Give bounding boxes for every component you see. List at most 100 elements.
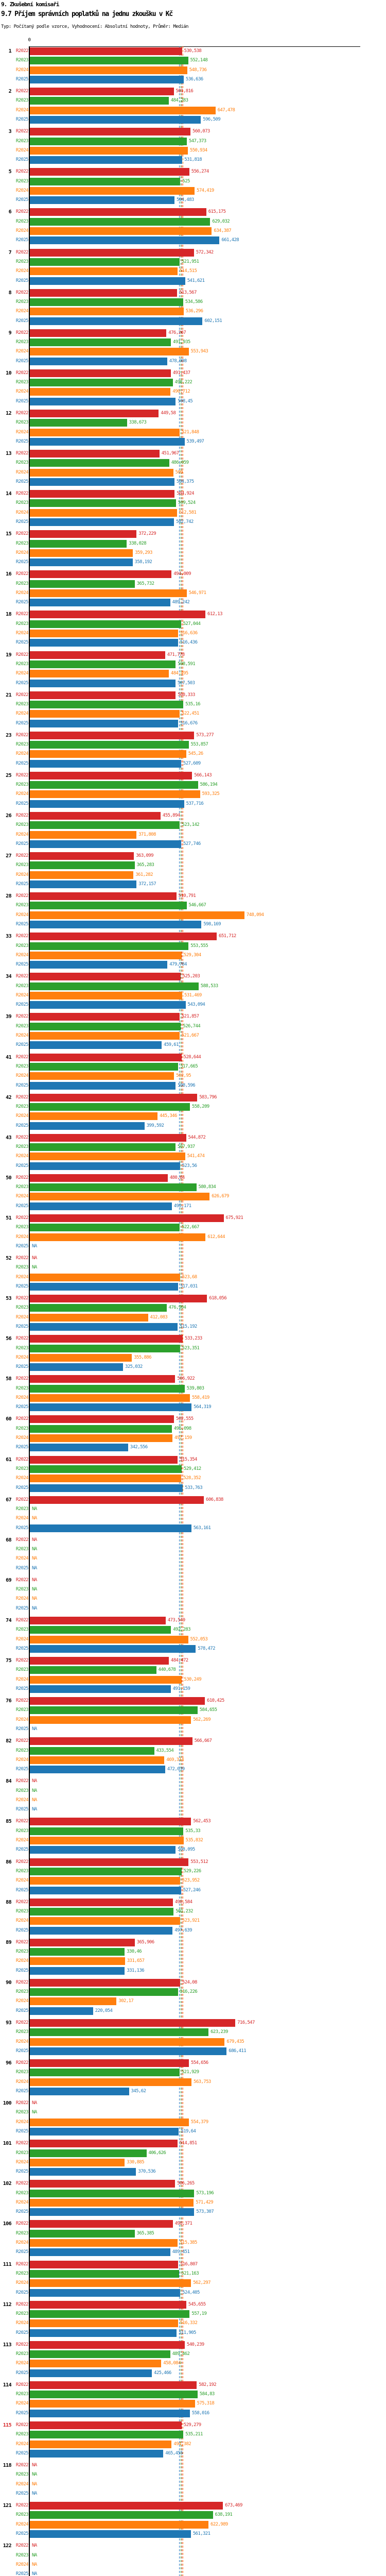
value-label-r2024-group-121: 622,989 <box>210 2521 228 2527</box>
bar-r2024-group-58 <box>30 1394 190 1402</box>
bar-r2023-group-56 <box>30 1344 180 1352</box>
group-label-21: 21 <box>6 692 11 698</box>
bar-r2022-group-86 <box>30 1858 189 1866</box>
value-label-r2024-group-96: 563,753 <box>194 2079 211 2084</box>
bar-r2022-group-90 <box>30 1978 180 1987</box>
series-label-r2024: R2024 <box>15 1073 29 1079</box>
value-label-r2023-group-76: 584,655 <box>199 1707 217 1713</box>
series-label-r2025: R2025 <box>15 760 29 766</box>
value-label-r2022-group-23: 573,277 <box>196 732 214 738</box>
value-label-r2022-group-28: 510,791 <box>178 893 196 899</box>
na-label-r2022-group-100: NA <box>32 2100 37 2106</box>
value-label-r2025-group-28: 598,169 <box>203 922 221 927</box>
group-label-118: 118 <box>3 2463 12 2468</box>
series-label-r2022: R2022 <box>15 330 29 335</box>
value-label-r2025-group-16: 489,242 <box>172 600 190 605</box>
group-label-102: 102 <box>3 2181 12 2187</box>
series-label-r2025: R2025 <box>15 640 29 646</box>
bar-r2025-group-85 <box>30 1846 176 1854</box>
value-label-r2025-group-90: 220,054 <box>95 2008 113 2013</box>
series-label-r2023: R2023 <box>15 380 29 385</box>
bar-r2022-group-27 <box>30 852 134 860</box>
bar-r2023-group-7 <box>30 258 180 266</box>
value-label-r2023-group-39: 526,744 <box>183 1023 201 1029</box>
series-label-r2025: R2025 <box>15 1243 29 1249</box>
bar-r2024-group-82 <box>30 1756 165 1764</box>
series-label-r2024: R2024 <box>15 711 29 717</box>
series-label-r2025: R2025 <box>15 1686 29 1691</box>
bar-r2022-group-85 <box>30 1818 191 1826</box>
bar-r2022-group-115 <box>30 2421 182 2429</box>
value-label-r2025-group-52: 517,031 <box>180 1284 198 1289</box>
value-label-r2025-group-111: 524,405 <box>182 2290 200 2295</box>
series-label-r2024: R2024 <box>15 389 29 395</box>
chart-title: 9.7 Příjem správních poplatků na jednu z… <box>1 10 173 18</box>
series-label-r2024: R2024 <box>15 2240 29 2245</box>
series-label-r2022: R2022 <box>15 772 29 778</box>
value-label-r2025-group-10: 508,45 <box>178 398 193 404</box>
series-label-r2023: R2023 <box>15 1868 29 1874</box>
value-label-r2025-group-102: 573,307 <box>196 2209 214 2215</box>
value-label-r2025-group-50: 495,171 <box>173 1203 191 1209</box>
value-label-r2024-group-112: 516,332 <box>180 2320 198 2326</box>
series-label-r2022: R2022 <box>15 169 29 175</box>
group-label-121: 121 <box>3 2503 12 2509</box>
bar-r2025-group-100 <box>30 2128 179 2136</box>
value-label-r2022-group-13: 451,967 <box>161 451 179 456</box>
na-label-r2022-group-84: NA <box>32 1778 37 1784</box>
series-label-r2024: R2024 <box>15 1154 29 1159</box>
series-label-r2022: R2022 <box>15 531 29 537</box>
value-label-r2022-group-90: 524,08 <box>182 1979 198 1985</box>
bar-r2025-group-26 <box>30 840 181 848</box>
series-label-r2025: R2025 <box>15 238 29 243</box>
bar-r2023-group-82 <box>30 1747 154 1755</box>
group-label-58: 58 <box>6 1376 11 1382</box>
value-label-r2025-group-25: 537,716 <box>186 801 204 806</box>
value-label-r2023-group-18: 527,044 <box>183 621 201 626</box>
bar-r2025-group-1 <box>30 76 184 83</box>
value-label-r2023-group-90: 516,226 <box>180 1989 198 1995</box>
na-label-r2022-group-118: NA <box>32 2463 37 2468</box>
value-label-r2024-group-56: 355,886 <box>134 1354 151 1360</box>
value-label-r2023-group-43: 507,937 <box>177 1144 195 1149</box>
series-label-r2024: R2024 <box>15 2119 29 2125</box>
series-label-r2022: R2022 <box>15 812 29 818</box>
bar-r2023-group-33 <box>30 942 189 950</box>
series-label-r2022: R2022 <box>15 290 29 295</box>
bar-r2023-group-16 <box>30 580 135 588</box>
value-label-r2022-group-7: 572,342 <box>196 249 214 255</box>
group-label-60: 60 <box>6 1416 11 1422</box>
series-label-r2025: R2025 <box>15 2129 29 2134</box>
value-label-r2024-group-2: 647,478 <box>217 107 235 113</box>
bar-r2025-group-56 <box>30 1363 123 1371</box>
series-label-r2025: R2025 <box>15 278 29 283</box>
value-label-r2024-group-93: 679,435 <box>226 2039 244 2044</box>
bar-r2024-group-85 <box>30 1837 184 1844</box>
value-label-r2022-group-58: 506,922 <box>177 1376 195 1382</box>
series-label-r2025: R2025 <box>15 1565 29 1571</box>
bar-r2023-group-102 <box>30 2189 195 2197</box>
group-label-93: 93 <box>6 2020 11 2026</box>
bar-r2024-group-100 <box>30 2118 189 2126</box>
value-label-r2022-group-16: 494,009 <box>173 571 191 577</box>
bar-r2022-group-43 <box>30 1133 186 1142</box>
series-label-r2024: R2024 <box>15 188 29 193</box>
series-label-r2024: R2024 <box>15 1194 29 1199</box>
bar-r2023-group-13 <box>30 459 169 467</box>
series-label-r2023: R2023 <box>15 1828 29 1834</box>
series-label-r2023: R2023 <box>15 1104 29 1109</box>
bar-r2024-group-96 <box>30 2078 191 2086</box>
series-label-r2022: R2022 <box>15 1819 29 1824</box>
bar-r2024-group-42 <box>30 1112 158 1121</box>
series-label-r2022: R2022 <box>15 1899 29 1905</box>
bar-r2023-group-86 <box>30 1867 182 1875</box>
value-label-r2023-group-58: 539,803 <box>186 1385 204 1391</box>
na-label-r2025-group-68: NA <box>32 1565 37 1571</box>
series-label-r2025: R2025 <box>15 157 29 163</box>
bar-r2023-group-115 <box>30 2431 184 2439</box>
bar-r2023-group-6 <box>30 217 210 226</box>
value-label-r2025-group-8: 602,151 <box>204 318 222 324</box>
series-label-r2024: R2024 <box>15 469 29 475</box>
bar-r2025-group-90 <box>30 2007 93 2015</box>
value-label-r2024-group-89: 331,657 <box>127 1958 145 1964</box>
